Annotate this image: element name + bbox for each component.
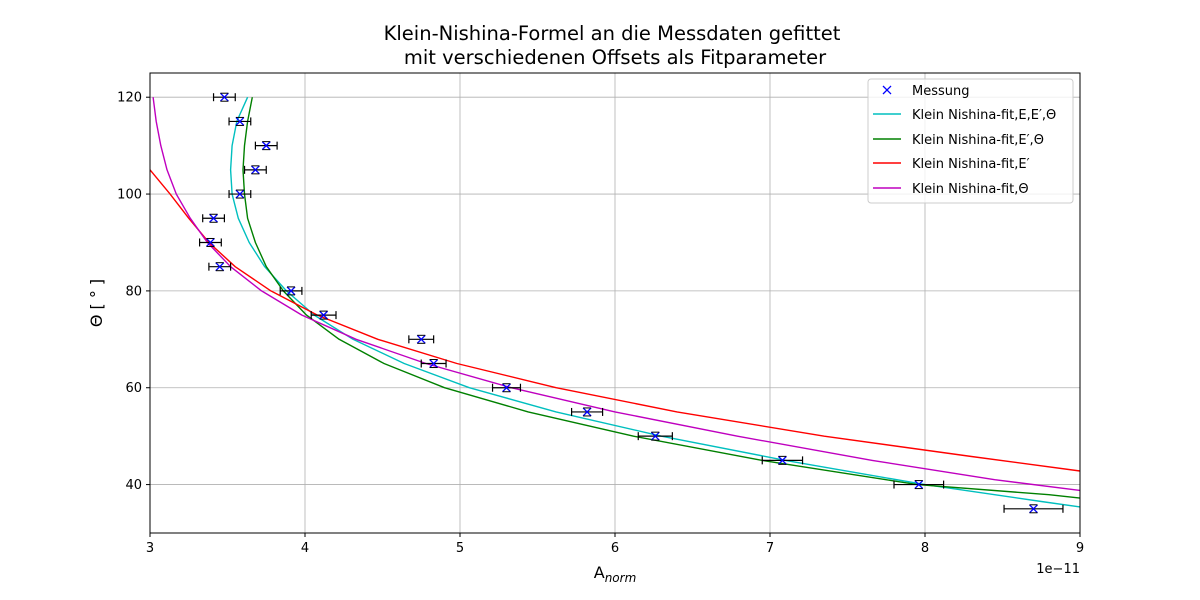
y-tick-label: 100 xyxy=(117,188,142,203)
marker-x xyxy=(235,116,245,126)
measurement-point xyxy=(199,237,222,247)
x-axis-label-subscript: norm xyxy=(605,571,637,585)
marker-x xyxy=(416,334,426,344)
measurement-point xyxy=(228,189,252,199)
fit-curve-4 xyxy=(152,97,1081,492)
measurement-point xyxy=(408,334,435,344)
x-tick-label: 6 xyxy=(611,541,619,556)
y-tick-label: 60 xyxy=(125,381,142,396)
measurement-point xyxy=(202,213,225,223)
legend-box xyxy=(867,78,1074,204)
legend-label-fit2: Klein Nishina-fit,E′,Θ xyxy=(912,133,1044,148)
marker-x xyxy=(914,480,924,490)
x-axis-ticks: 3 4 5 6 7 8 9 xyxy=(146,533,1084,556)
marker-x xyxy=(205,238,215,247)
measurement-point xyxy=(491,383,522,393)
x-tick-label: 3 xyxy=(146,541,154,556)
x-tick-label: 4 xyxy=(301,541,309,556)
marker-x xyxy=(250,165,260,175)
marker-x xyxy=(777,455,787,465)
marker-x xyxy=(215,262,225,272)
chart-title-line1: Klein-Nishina-Formel an die Messdaten ge… xyxy=(384,22,841,45)
measurement-point xyxy=(228,116,252,126)
chart-title-line2: mit verschiedenen Offsets als Fitparamet… xyxy=(404,46,827,69)
legend-marker-measurement xyxy=(882,85,892,95)
measurement-point xyxy=(761,455,804,465)
marker-x xyxy=(209,213,219,223)
measurement-point xyxy=(637,431,673,441)
x-axis-label: Anorm xyxy=(594,563,637,585)
measurement-point xyxy=(279,286,303,296)
legend-label-fit3: Klein Nishina-fit,E′ xyxy=(912,157,1030,172)
measurement-point xyxy=(243,165,267,175)
marker-x xyxy=(286,286,296,296)
x-tick-label: 9 xyxy=(1076,541,1084,556)
marker-x xyxy=(235,189,245,199)
marker-x xyxy=(582,407,592,417)
marker-x xyxy=(261,141,271,151)
measurement-point xyxy=(254,141,278,151)
x-tick-label: 8 xyxy=(921,541,929,556)
marker-x xyxy=(429,359,439,368)
measurement-point xyxy=(570,407,604,417)
x-axis-multiplier: 1e−11 xyxy=(1036,562,1080,577)
fit-curve-3 xyxy=(149,169,1081,472)
marker-x xyxy=(219,92,229,102)
measurement-point xyxy=(1003,504,1064,514)
marker-x xyxy=(319,310,329,320)
legend-label-measurement: Messung xyxy=(912,84,970,99)
measurement-point xyxy=(893,480,945,490)
measurement-point xyxy=(310,310,337,320)
y-axis-label: Θ [ ° ] xyxy=(87,279,106,327)
marker-x xyxy=(1029,504,1038,514)
legend: Messung Klein Nishina-fit,E,E′,Θ Klein N… xyxy=(867,78,1074,204)
measurement-point xyxy=(420,359,447,369)
y-tick-label: 40 xyxy=(125,478,142,493)
measurement-points xyxy=(199,92,1064,514)
marker-x xyxy=(502,383,511,393)
measurement-point xyxy=(212,92,236,102)
x-tick-label: 5 xyxy=(456,541,464,556)
y-axis-ticks: 40 60 80 100 120 xyxy=(117,91,150,493)
measurement-point xyxy=(208,262,232,272)
y-tick-label: 120 xyxy=(117,91,142,106)
x-axis-label-main: A xyxy=(594,563,605,582)
x-tick-label: 7 xyxy=(766,541,774,556)
legend-label-fit4: Klein Nishina-fit,Θ xyxy=(912,182,1029,197)
legend-label-fit1: Klein Nishina-fit,E,E′,Θ xyxy=(912,108,1056,123)
y-tick-label: 80 xyxy=(125,284,142,299)
marker-x xyxy=(650,431,660,441)
